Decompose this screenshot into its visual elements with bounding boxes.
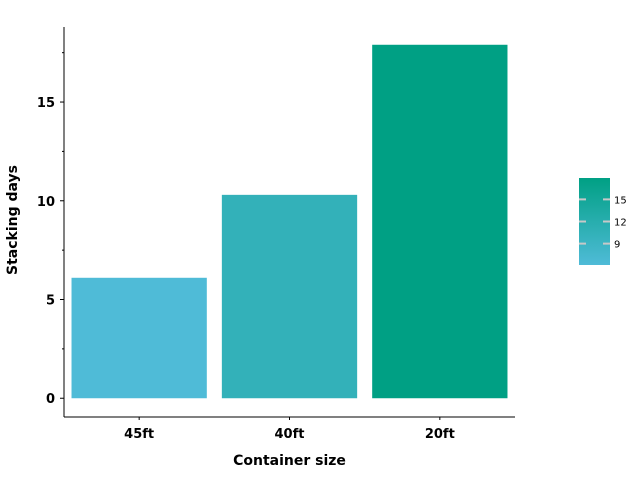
x-tick-labels: 45ft 40ft 20ft xyxy=(124,427,455,442)
colorbar-tick-label: 15 xyxy=(614,195,627,206)
x-tick-label: 45ft xyxy=(124,427,154,442)
y-axis-title: Stacking days xyxy=(5,165,21,275)
y-tick-label: 5 xyxy=(46,294,55,309)
x-tick-label: 40ft xyxy=(275,427,305,442)
y-tick-label: 15 xyxy=(37,96,55,111)
colorbar-tick-label: 12 xyxy=(614,218,627,229)
colorbar-tick-label: 9 xyxy=(614,240,620,251)
y-tick-labels: 0 5 10 15 xyxy=(37,96,55,407)
colorbar-legend: 9 12 15 xyxy=(579,178,627,265)
y-tick-label: 10 xyxy=(37,195,55,210)
bars-group xyxy=(71,44,508,399)
y-tick-label: 0 xyxy=(46,392,55,407)
bar-20ft xyxy=(372,44,508,399)
x-axis-title: Container size xyxy=(233,453,346,469)
x-tick-label: 20ft xyxy=(425,427,455,442)
axes-group xyxy=(60,27,515,420)
bar-40ft xyxy=(221,194,358,399)
bar-45ft xyxy=(71,277,207,399)
